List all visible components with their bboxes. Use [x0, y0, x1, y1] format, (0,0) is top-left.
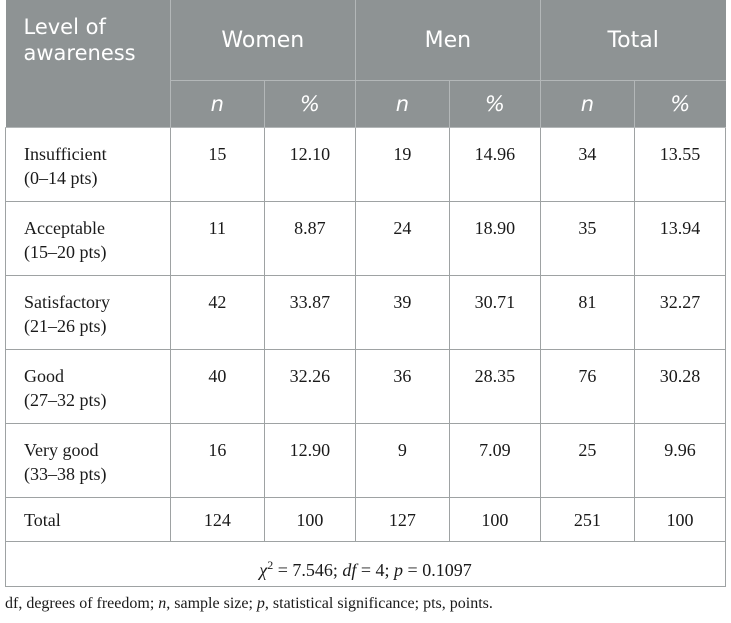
cell-men-pct: 18.90 — [448, 201, 541, 276]
row-label-name: Very good — [24, 440, 99, 460]
row-label-name: Satisfactory — [24, 292, 110, 312]
row-label-range: (15–20 pts) — [24, 242, 107, 262]
cell-men-pct: 7.09 — [448, 423, 541, 498]
table-footnote: df, degrees of freedom; n, sample size; … — [5, 595, 493, 613]
header-men-n: n — [355, 80, 450, 128]
header-men: Men — [355, 0, 541, 81]
row-label: Satisfactory (21–26 pts) — [5, 275, 171, 350]
cell-women-n: 15 — [169, 127, 265, 202]
total-men-pct: 100 — [448, 497, 541, 542]
row-label: Very good (33–38 pts) — [5, 423, 171, 498]
chi-square-result: χ2 = 7.546; df = 4; p = 0.1097 — [5, 541, 726, 587]
row-label-name: Acceptable — [24, 218, 105, 238]
header-level-of-awareness: Level of awareness — [5, 0, 171, 128]
footnote-p-label: p — [256, 595, 265, 612]
cell-total-pct: 30.28 — [633, 349, 727, 424]
p-value: = 0.1097 — [403, 560, 472, 580]
cell-total-n: 34 — [539, 127, 635, 202]
row-label-name: Good — [24, 366, 64, 386]
cell-total-n: 25 — [539, 423, 635, 498]
header-women-pct: % — [264, 80, 356, 128]
cell-total-n: 81 — [539, 275, 635, 350]
total-women-pct: 100 — [263, 497, 356, 542]
table-row: Very good (33–38 pts) 16 12.90 9 7.09 25 … — [5, 423, 727, 498]
total-total-n: 251 — [539, 497, 635, 542]
cell-men-pct: 28.35 — [448, 349, 541, 424]
cell-total-pct: 9.96 — [633, 423, 727, 498]
cell-women-pct: 8.87 — [263, 201, 356, 276]
footnote-part3: , statistical significance; pts, points. — [264, 595, 493, 612]
cell-men-n: 19 — [354, 127, 450, 202]
footnote-n-label: n — [158, 595, 167, 612]
cell-total-n: 76 — [539, 349, 635, 424]
row-label-range: (33–38 pts) — [24, 464, 107, 484]
cell-total-n: 35 — [539, 201, 635, 276]
header-women-n: n — [170, 80, 265, 128]
footnote-part2: , sample size; — [166, 595, 257, 612]
total-label: Total — [5, 497, 171, 542]
header-men-pct: % — [449, 80, 541, 128]
total-row: Total 124 100 127 100 251 100 — [5, 497, 727, 542]
header-total-pct: % — [634, 80, 726, 128]
cell-women-n: 11 — [169, 201, 265, 276]
p-label: p — [394, 560, 404, 580]
total-men-n: 127 — [354, 497, 450, 542]
cell-men-n: 9 — [354, 423, 450, 498]
header-total-n: n — [540, 80, 635, 128]
cell-women-pct: 33.87 — [263, 275, 356, 350]
header-women: Women — [170, 0, 356, 81]
df-value: = 4; — [356, 560, 395, 580]
statistic-row: χ2 = 7.546; df = 4; p = 0.1097 — [5, 541, 726, 587]
cell-men-pct: 14.96 — [448, 127, 541, 202]
cell-total-pct: 32.27 — [633, 275, 727, 350]
df-label: df — [342, 560, 357, 580]
row-label-range: (0–14 pts) — [24, 168, 98, 188]
awareness-table: Level of awareness Women Men Total n % n… — [5, 0, 727, 587]
header-row-groups: Level of awareness Women Men Total — [5, 0, 726, 128]
chi-symbol: χ — [259, 560, 268, 580]
row-label: Good (27–32 pts) — [5, 349, 171, 424]
awareness-table-container: Level of awareness Women Men Total n % n… — [5, 0, 727, 587]
row-label: Acceptable (15–20 pts) — [5, 201, 171, 276]
row-label-name: Insufficient — [24, 144, 107, 164]
table-row: Acceptable (15–20 pts) 11 8.87 24 18.90 3… — [5, 201, 727, 276]
header-total: Total — [540, 0, 726, 81]
row-label: Insufficient (0–14 pts) — [5, 127, 171, 202]
table-row: Insufficient (0–14 pts) 15 12.10 19 14.96… — [5, 127, 727, 202]
cell-men-n: 39 — [354, 275, 450, 350]
cell-men-n: 24 — [354, 201, 450, 276]
cell-total-pct: 13.94 — [633, 201, 727, 276]
cell-men-pct: 30.71 — [448, 275, 541, 350]
chi-power: 2 — [267, 558, 274, 572]
cell-women-pct: 32.26 — [263, 349, 356, 424]
row-label-range: (21–26 pts) — [24, 316, 107, 336]
cell-women-pct: 12.90 — [263, 423, 356, 498]
total-total-pct: 100 — [633, 497, 727, 542]
cell-women-n: 42 — [169, 275, 265, 350]
table-row: Good (27–32 pts) 40 32.26 36 28.35 76 30.… — [5, 349, 727, 424]
cell-women-n: 16 — [169, 423, 265, 498]
footnote-part1: df, degrees of freedom; — [5, 595, 159, 612]
table-row: Satisfactory (21–26 pts) 42 33.87 39 30.7… — [5, 275, 727, 350]
header-row-sub: n % n % n % — [6, 80, 726, 128]
chi-value: = 7.546; — [273, 560, 343, 580]
row-label-range: (27–32 pts) — [24, 390, 107, 410]
cell-women-n: 40 — [169, 349, 265, 424]
cell-total-pct: 13.55 — [633, 127, 727, 202]
cell-women-pct: 12.10 — [263, 127, 356, 202]
total-women-n: 124 — [169, 497, 265, 542]
cell-men-n: 36 — [354, 349, 450, 424]
